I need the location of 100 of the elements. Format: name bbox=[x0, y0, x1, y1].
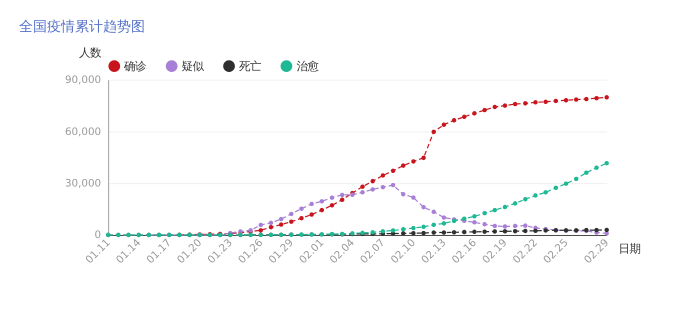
point bbox=[390, 168, 396, 173]
point bbox=[380, 229, 386, 234]
point bbox=[604, 95, 609, 100]
point bbox=[442, 221, 446, 226]
point bbox=[390, 228, 396, 233]
point bbox=[442, 230, 446, 235]
point bbox=[512, 102, 518, 106]
point bbox=[574, 176, 578, 182]
point bbox=[330, 203, 334, 208]
point bbox=[268, 220, 274, 226]
point bbox=[401, 163, 406, 168]
point bbox=[278, 222, 284, 227]
point bbox=[299, 206, 304, 211]
point bbox=[543, 190, 548, 195]
point bbox=[482, 222, 487, 226]
point bbox=[432, 210, 436, 214]
point bbox=[432, 230, 436, 235]
point bbox=[472, 111, 477, 116]
point bbox=[432, 130, 436, 134]
point bbox=[492, 208, 497, 212]
point bbox=[564, 98, 568, 102]
point bbox=[492, 229, 497, 234]
point bbox=[370, 178, 375, 184]
point bbox=[278, 216, 284, 222]
point bbox=[258, 222, 263, 228]
point bbox=[554, 98, 558, 104]
point bbox=[594, 165, 599, 170]
point bbox=[472, 214, 477, 219]
point bbox=[523, 223, 528, 228]
point bbox=[512, 224, 518, 228]
point bbox=[604, 228, 609, 232]
point bbox=[370, 187, 375, 192]
point bbox=[462, 114, 466, 120]
x-axis-title: 日期 bbox=[618, 242, 640, 256]
point bbox=[411, 195, 416, 200]
point bbox=[401, 192, 406, 196]
point bbox=[320, 208, 324, 212]
point bbox=[411, 159, 416, 164]
point bbox=[533, 193, 538, 198]
y-tick-label: 60,000 bbox=[64, 126, 102, 138]
point bbox=[421, 204, 426, 210]
point bbox=[554, 186, 558, 190]
point bbox=[472, 220, 477, 225]
point bbox=[502, 224, 508, 229]
point bbox=[492, 224, 497, 228]
point bbox=[268, 224, 274, 230]
point bbox=[258, 228, 263, 232]
legend-label: 疑似 bbox=[182, 60, 204, 73]
point bbox=[309, 202, 314, 206]
point bbox=[472, 230, 477, 234]
point bbox=[452, 118, 456, 122]
point bbox=[502, 229, 508, 234]
legend-label: 治愈 bbox=[296, 60, 318, 73]
point bbox=[564, 182, 568, 186]
point bbox=[380, 184, 386, 190]
point bbox=[533, 100, 538, 105]
point bbox=[360, 190, 365, 195]
point bbox=[462, 230, 466, 234]
point bbox=[502, 103, 508, 108]
point bbox=[523, 228, 528, 234]
point bbox=[594, 228, 599, 232]
point bbox=[512, 228, 518, 234]
point bbox=[289, 212, 294, 216]
point bbox=[330, 195, 334, 200]
point bbox=[502, 204, 508, 210]
point bbox=[492, 104, 497, 110]
point bbox=[380, 173, 386, 178]
point bbox=[482, 108, 487, 112]
point bbox=[340, 198, 344, 202]
point bbox=[442, 215, 446, 220]
point bbox=[411, 231, 416, 236]
point bbox=[523, 101, 528, 106]
point bbox=[523, 197, 528, 202]
point bbox=[320, 199, 324, 204]
point bbox=[289, 219, 294, 224]
point bbox=[432, 222, 436, 227]
point bbox=[309, 212, 314, 217]
point bbox=[421, 156, 426, 160]
y-tick-label: 0 bbox=[94, 229, 102, 242]
point bbox=[594, 96, 599, 100]
point bbox=[299, 216, 304, 220]
point bbox=[574, 97, 578, 102]
point bbox=[533, 228, 538, 234]
y-tick-label: 30,000 bbox=[64, 178, 102, 190]
point bbox=[584, 96, 589, 102]
point bbox=[482, 211, 487, 216]
point bbox=[401, 227, 406, 232]
point bbox=[584, 170, 589, 175]
point bbox=[442, 122, 446, 127]
point bbox=[604, 161, 609, 166]
point bbox=[421, 230, 426, 236]
point bbox=[411, 226, 416, 230]
y-axis-title: 人数 bbox=[79, 46, 102, 60]
point bbox=[543, 100, 548, 104]
point bbox=[421, 224, 426, 230]
chart-title: 全国疫情累计趋势图 bbox=[18, 18, 145, 35]
legend-label: 确诊 bbox=[123, 60, 146, 73]
point bbox=[452, 230, 456, 235]
point bbox=[390, 182, 396, 188]
y-tick-label: 90,000 bbox=[64, 74, 102, 86]
